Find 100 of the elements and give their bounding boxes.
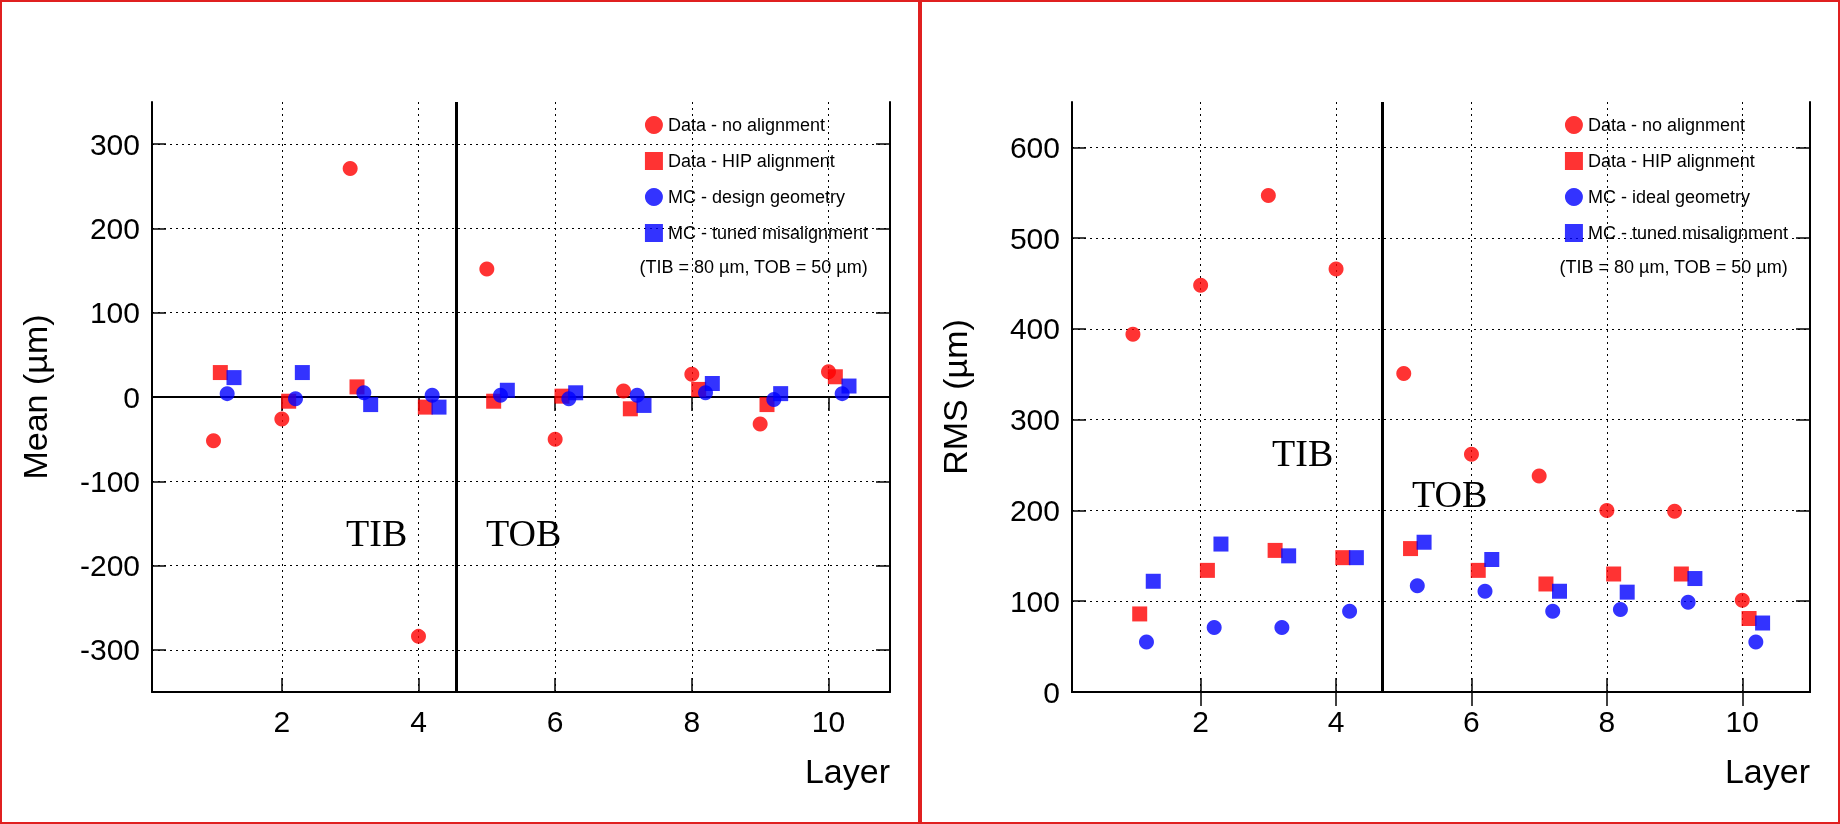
point — [568, 385, 584, 401]
point — [1667, 503, 1683, 519]
point — [1538, 576, 1554, 592]
x-tick-label: 8 — [1598, 704, 1616, 738]
y-tick-label: 200 — [1009, 493, 1060, 527]
point — [1551, 583, 1567, 599]
x-tick-label: 10 — [1725, 704, 1759, 738]
point — [1206, 620, 1222, 636]
point — [1680, 594, 1696, 610]
point — [827, 369, 843, 385]
point — [616, 383, 631, 399]
x-tick-label: 8 — [683, 704, 701, 738]
point — [499, 382, 515, 398]
x-axis-title: Layer — [804, 752, 890, 790]
x-tick-label: 2 — [273, 704, 291, 738]
annotation: (TIB = 80 µm, TOB = 50 µm) — [639, 257, 868, 277]
point — [1612, 601, 1628, 617]
point — [363, 397, 379, 413]
point — [1348, 550, 1364, 566]
point — [1755, 615, 1771, 631]
y-tick-label: 100 — [1009, 584, 1060, 618]
point — [1125, 326, 1141, 342]
y-tick-label: 100 — [89, 296, 140, 330]
point — [1409, 578, 1425, 594]
annotation: TOB — [1412, 473, 1488, 516]
point — [1531, 468, 1547, 484]
legend-label: Data - HIP alignment — [667, 151, 835, 171]
point — [1281, 548, 1297, 564]
y-tick-label: -100 — [79, 464, 140, 498]
point — [841, 378, 857, 394]
point — [1396, 365, 1412, 381]
y-tick-label: -200 — [79, 549, 140, 583]
point — [752, 416, 768, 432]
y-axis-title: Mean (µm) — [16, 314, 54, 480]
point — [1416, 534, 1432, 550]
y-axis-title: RMS (µm) — [936, 319, 974, 475]
legend-label: MC - design geometry — [667, 187, 845, 207]
point — [1213, 536, 1229, 552]
y-tick-label: -300 — [79, 633, 140, 667]
point — [294, 365, 310, 381]
point — [704, 376, 720, 392]
point — [206, 433, 221, 449]
point — [342, 161, 358, 177]
point — [411, 628, 426, 644]
legend-label: MC - tuned misalignment — [1587, 223, 1788, 243]
point — [622, 401, 638, 417]
point — [1342, 603, 1358, 619]
point — [479, 261, 495, 277]
point — [1274, 620, 1290, 636]
point — [1132, 606, 1148, 622]
point — [1477, 583, 1493, 599]
point — [1328, 261, 1344, 277]
point — [219, 386, 235, 402]
point — [1734, 592, 1750, 608]
y-tick-label: 500 — [1009, 221, 1060, 255]
point — [773, 386, 789, 402]
point — [547, 431, 563, 447]
point — [1741, 610, 1757, 626]
annotation: TIB — [1272, 432, 1334, 474]
legend-label: Data - HIP alignment — [1587, 151, 1755, 171]
x-tick-label: 6 — [1463, 704, 1480, 738]
legend-label: MC - tuned misalignment — [667, 223, 868, 243]
point — [1463, 446, 1479, 462]
y-tick-label: 0 — [1043, 675, 1060, 709]
y-tick-label: 300 — [1009, 403, 1060, 437]
y-tick-label: 200 — [89, 211, 140, 245]
point — [431, 399, 447, 415]
point — [1687, 571, 1703, 587]
x-axis-title: Layer — [1724, 752, 1810, 790]
y-tick-label: 600 — [1009, 130, 1060, 164]
point — [1484, 551, 1500, 567]
point — [356, 385, 372, 401]
annotation: TIB — [346, 511, 408, 554]
point — [684, 366, 700, 382]
y-tick-label: 400 — [1009, 312, 1060, 346]
point — [1267, 542, 1283, 558]
x-tick-label: 4 — [410, 704, 427, 738]
legend-label: Data - no alignment — [667, 115, 826, 135]
point — [1199, 562, 1215, 578]
legend-label: Data - no alignment — [1587, 115, 1746, 135]
point — [636, 397, 652, 413]
y-tick-label: 0 — [123, 380, 140, 414]
point — [274, 411, 290, 427]
x-tick-label: 2 — [1192, 704, 1209, 738]
point — [1403, 541, 1419, 557]
point — [226, 370, 242, 386]
legend-label: MC - ideal geometry — [1587, 187, 1750, 207]
point — [424, 387, 440, 403]
annotation: TOB — [486, 511, 562, 554]
x-tick-label: 6 — [546, 704, 564, 738]
x-tick-label: 10 — [811, 704, 846, 738]
point — [1145, 573, 1161, 589]
point — [1748, 634, 1764, 650]
x-tick-label: 4 — [1327, 704, 1345, 738]
y-tick-label: 300 — [89, 127, 140, 161]
point — [1335, 550, 1351, 566]
point — [1673, 566, 1689, 582]
point — [1470, 562, 1486, 578]
point — [1545, 603, 1561, 619]
point — [1260, 188, 1276, 203]
